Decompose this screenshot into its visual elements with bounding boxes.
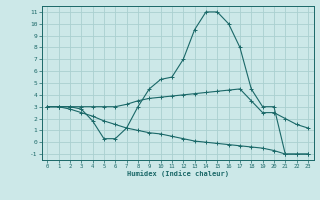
X-axis label: Humidex (Indice chaleur): Humidex (Indice chaleur) — [127, 171, 228, 177]
